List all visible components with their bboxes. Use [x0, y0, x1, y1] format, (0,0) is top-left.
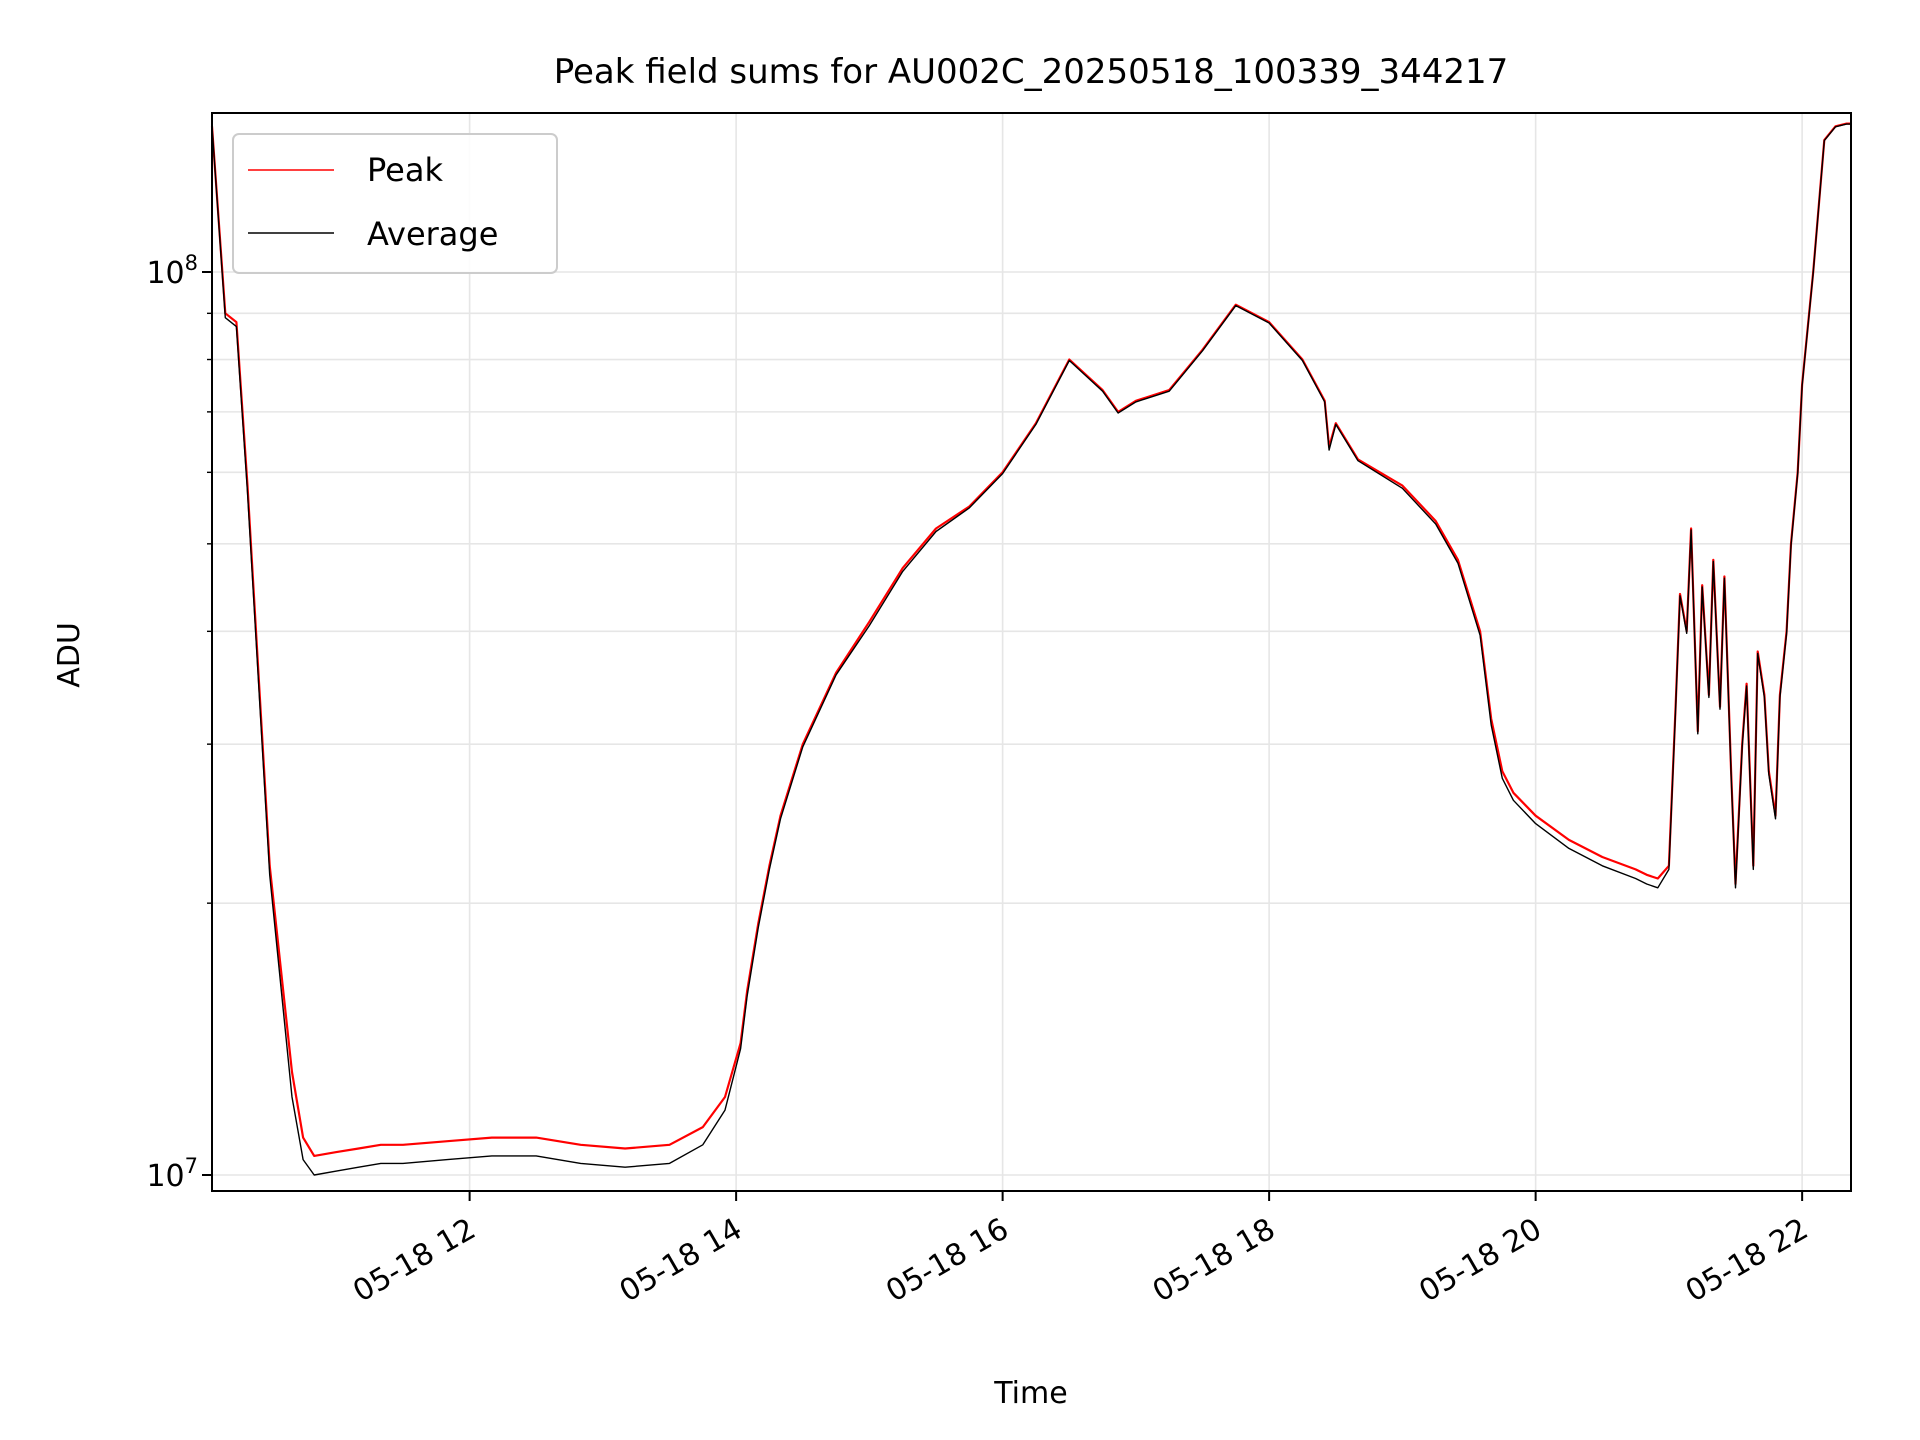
- series-line-average: [211, 123, 1851, 1176]
- y-tick-label: 107: [146, 1154, 198, 1194]
- y-tick-label: 108: [146, 251, 198, 291]
- series-layer: [210, 122, 1851, 1176]
- legend-label-peak: Peak: [367, 151, 443, 189]
- legend-box: [232, 133, 558, 274]
- chart-title: Peak field sums for AU002C_20250518_1003…: [554, 52, 1509, 92]
- y-axis-ticks: 107 108: [146, 251, 212, 1194]
- x-axis-label: Time: [993, 1376, 1067, 1411]
- legend-label-average: Average: [367, 215, 498, 253]
- plot-frame: [211, 112, 1852, 1192]
- y-axis-label: ADU: [52, 622, 87, 688]
- legend: Peak Average: [232, 133, 558, 274]
- grid-lines: [212, 113, 1851, 1191]
